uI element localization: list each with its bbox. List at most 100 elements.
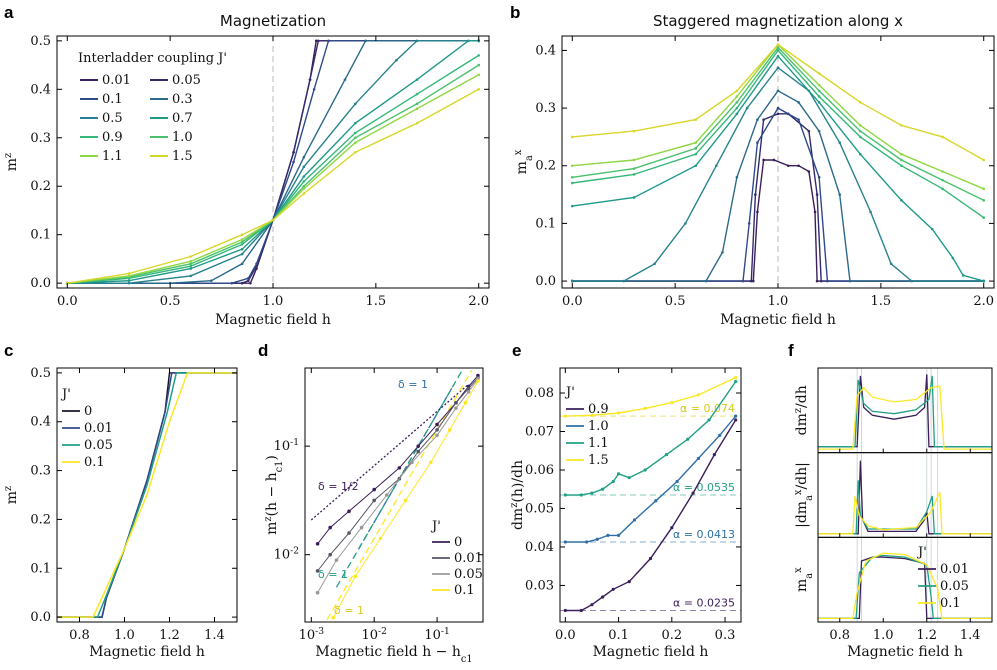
data-point <box>328 525 332 530</box>
data-point <box>900 199 903 202</box>
plot-frame <box>56 367 238 623</box>
legend-entry: 0.1 <box>454 583 475 598</box>
x-tick-label: 1.2 <box>159 628 180 643</box>
data-point <box>563 608 567 613</box>
data-point <box>889 262 893 266</box>
y-tick-label: 0.05 <box>525 501 554 516</box>
data-point <box>378 536 383 541</box>
data-point <box>415 107 419 110</box>
x-tick-label: 1.0 <box>768 294 789 309</box>
data-point <box>735 89 739 93</box>
x-tick-label: 0.1 <box>608 628 629 643</box>
data-point <box>271 218 275 222</box>
y-tick-label: 0.2 <box>30 179 51 194</box>
guide-line <box>310 383 469 521</box>
data-point <box>721 250 724 254</box>
data-point <box>428 460 433 465</box>
data-point <box>826 279 829 283</box>
data-point <box>343 78 347 81</box>
series-line-0.1 <box>332 380 479 618</box>
x-axis-label: Magnetic field h <box>215 312 331 328</box>
legend-entry: 0.1 <box>84 455 105 470</box>
y-tick-label: 0.0 <box>30 610 51 625</box>
data-point <box>900 164 903 168</box>
series-line-0.05 <box>818 480 992 535</box>
y-tick-label: 0.07 <box>525 425 554 440</box>
data-point <box>454 400 458 405</box>
data-point <box>686 437 690 441</box>
y-tick-label: 0.3 <box>535 101 556 116</box>
data-point <box>648 556 653 561</box>
data-point <box>315 542 320 546</box>
legend-entry: 0.9 <box>102 130 123 145</box>
data-point <box>982 187 986 191</box>
data-point <box>397 466 402 470</box>
data-point <box>756 141 759 144</box>
series-line-0.5 <box>67 40 479 284</box>
data-point <box>670 401 674 405</box>
x-tick-label: 1.0 <box>114 628 135 643</box>
data-point <box>570 175 574 179</box>
data-point <box>735 106 739 110</box>
data-point <box>347 531 351 535</box>
data-point <box>127 272 131 275</box>
data-point <box>415 78 419 81</box>
y-axis-label: |dmax/dh| <box>793 462 815 528</box>
data-point <box>670 526 674 530</box>
data-point <box>247 279 250 283</box>
legend-entry: 0.05 <box>454 567 483 582</box>
alpha-label: α = 0.0235 <box>673 596 735 609</box>
x-axis-label: Magnetic field h <box>720 312 836 328</box>
data-point <box>127 274 131 278</box>
data-point <box>353 574 358 579</box>
data-point <box>563 493 567 497</box>
series-line-0.05 <box>57 372 237 618</box>
y-axis-label: dmz/dh <box>793 385 811 435</box>
data-point <box>466 390 471 394</box>
y-tick-label: 0.08 <box>525 386 554 401</box>
data-point <box>807 170 811 173</box>
x-tick-label: 0.5 <box>160 294 181 309</box>
data-point <box>982 279 986 283</box>
data-point <box>611 587 615 591</box>
data-point <box>209 279 213 283</box>
series-line-1.0 <box>572 46 985 201</box>
data-point <box>694 164 698 168</box>
data-point <box>714 164 718 168</box>
plot-frame <box>559 367 742 623</box>
legend-entry: 1.5 <box>172 149 193 164</box>
panel-e: e α = 0.074 α = 0.0535 α = 0.0413 α = 0.0235… <box>509 341 742 660</box>
plot-frame <box>817 452 993 538</box>
y-tick-label: 0.1 <box>535 216 556 231</box>
guide-line <box>326 369 473 621</box>
data-point <box>579 608 583 613</box>
data-point <box>353 141 357 144</box>
data-point <box>353 121 357 125</box>
series-line-0.05 <box>818 554 992 620</box>
data-point <box>786 164 790 168</box>
x-tick-label: 1.4 <box>204 628 225 643</box>
data-point <box>735 101 739 104</box>
data-point <box>848 279 852 283</box>
data-point <box>563 540 567 544</box>
legend-entry: 0.05 <box>940 579 969 594</box>
alpha-label: α = 0.0535 <box>673 481 735 494</box>
plot-frame <box>817 536 993 623</box>
data-point <box>240 240 244 244</box>
data-point <box>435 422 439 427</box>
data-point <box>776 66 780 70</box>
alpha-label: α = 0.0413 <box>673 528 735 541</box>
x-tick-label: 1.5 <box>366 294 387 309</box>
data-point <box>570 135 574 139</box>
data-point <box>463 400 468 405</box>
legend-title: J' <box>564 385 575 400</box>
data-point <box>776 46 780 49</box>
data-point <box>189 267 193 270</box>
panel-label: e <box>512 341 521 360</box>
y-tick-label: 0.2 <box>535 159 556 174</box>
data-point <box>240 233 244 236</box>
data-point <box>817 129 821 133</box>
data-point <box>477 73 481 77</box>
data-point <box>930 227 934 231</box>
